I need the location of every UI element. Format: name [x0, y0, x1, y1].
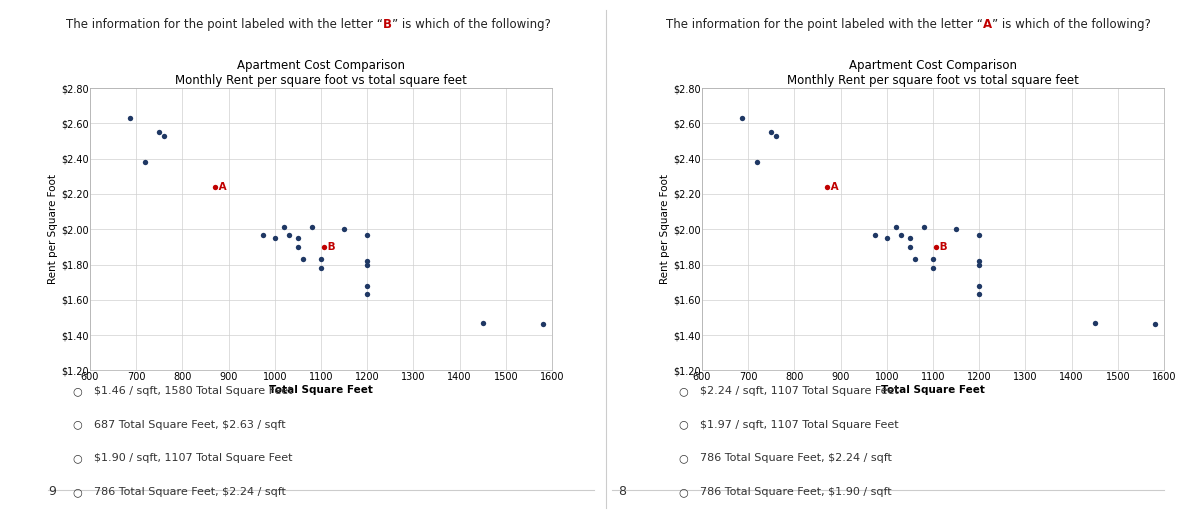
Text: A: A: [827, 182, 839, 192]
Point: [120, 114, 139, 122]
Text: 786 Total Square Feet, $2.24 / sqft: 786 Total Square Feet, $2.24 / sqft: [700, 453, 892, 463]
Point: [275, 223, 294, 232]
Point: [150, 128, 169, 136]
Point: [914, 223, 934, 232]
Point: [892, 231, 911, 239]
Point: [265, 234, 284, 242]
Point: [288, 234, 307, 242]
Point: [358, 282, 377, 290]
Point: [358, 257, 377, 265]
Text: 8: 8: [618, 485, 626, 498]
Title: Apartment Cost Comparison
Monthly Rent per square foot vs total square feet: Apartment Cost Comparison Monthly Rent p…: [787, 59, 1079, 87]
Point: [205, 183, 224, 191]
Y-axis label: Rent per Square Foot: Rent per Square Foot: [660, 174, 670, 284]
Point: [947, 225, 966, 233]
Point: [970, 231, 989, 239]
Text: A: A: [983, 18, 992, 31]
Point: [970, 282, 989, 290]
Point: [970, 291, 989, 299]
Point: [473, 319, 492, 327]
Text: The information for the point labeled with the letter “: The information for the point labeled wi…: [666, 18, 983, 31]
Point: [817, 183, 836, 191]
Point: [924, 264, 943, 272]
Text: 687 Total Square Feet, $2.63 / sqft: 687 Total Square Feet, $2.63 / sqft: [94, 420, 286, 429]
Point: [136, 158, 155, 166]
Text: ○: ○: [678, 420, 688, 429]
Point: [302, 223, 322, 232]
Point: [732, 114, 751, 122]
Point: [762, 128, 781, 136]
Text: ○: ○: [72, 420, 82, 429]
Point: [1145, 320, 1164, 328]
Point: [767, 132, 786, 140]
Text: ○: ○: [678, 487, 688, 497]
Point: [1085, 319, 1104, 327]
Point: [533, 320, 552, 328]
Text: $2.24 / sqft, 1107 Total Square Feet: $2.24 / sqft, 1107 Total Square Feet: [700, 386, 899, 396]
Point: [358, 231, 377, 239]
Point: [905, 255, 924, 263]
Point: [877, 234, 896, 242]
Y-axis label: Rent per Square Foot: Rent per Square Foot: [48, 174, 58, 284]
Point: [293, 255, 312, 263]
Point: [887, 223, 906, 232]
Text: B: B: [324, 242, 336, 252]
Point: [358, 261, 377, 269]
Text: ○: ○: [678, 453, 688, 463]
Text: $1.46 / sqft, 1580 Total Square Feet: $1.46 / sqft, 1580 Total Square Feet: [94, 386, 292, 396]
Point: [900, 234, 919, 242]
Text: ○: ○: [72, 386, 82, 396]
X-axis label: Total Square Feet: Total Square Feet: [269, 384, 373, 395]
Point: [970, 261, 989, 269]
Text: 9: 9: [48, 485, 56, 498]
Text: ○: ○: [678, 386, 688, 396]
Title: Apartment Cost Comparison
Monthly Rent per square foot vs total square feet: Apartment Cost Comparison Monthly Rent p…: [175, 59, 467, 87]
Point: [335, 225, 354, 233]
Text: A: A: [215, 182, 227, 192]
Text: 786 Total Square Feet, $2.24 / sqft: 786 Total Square Feet, $2.24 / sqft: [94, 487, 286, 497]
Point: [358, 291, 377, 299]
X-axis label: Total Square Feet: Total Square Feet: [881, 384, 985, 395]
Text: $1.97 / sqft, 1107 Total Square Feet: $1.97 / sqft, 1107 Total Square Feet: [700, 420, 899, 429]
Point: [748, 158, 767, 166]
Point: [924, 255, 943, 263]
Point: [312, 264, 331, 272]
Point: [312, 255, 331, 263]
Point: [926, 243, 946, 251]
Text: ” is which of the following?: ” is which of the following?: [992, 18, 1151, 31]
Point: [970, 257, 989, 265]
Point: [288, 243, 307, 251]
Point: [155, 132, 174, 140]
Point: [900, 243, 919, 251]
Text: ○: ○: [72, 453, 82, 463]
Text: B: B: [936, 242, 948, 252]
Text: ○: ○: [72, 487, 82, 497]
Point: [280, 231, 299, 239]
Text: The information for the point labeled with the letter “: The information for the point labeled wi…: [66, 18, 383, 31]
Point: [314, 243, 334, 251]
Point: [865, 231, 884, 239]
Text: 786 Total Square Feet, $1.90 / sqft: 786 Total Square Feet, $1.90 / sqft: [700, 487, 892, 497]
Text: ” is which of the following?: ” is which of the following?: [392, 18, 551, 31]
Text: $1.90 / sqft, 1107 Total Square Feet: $1.90 / sqft, 1107 Total Square Feet: [94, 453, 292, 463]
Point: [253, 231, 272, 239]
Text: B: B: [383, 18, 392, 31]
